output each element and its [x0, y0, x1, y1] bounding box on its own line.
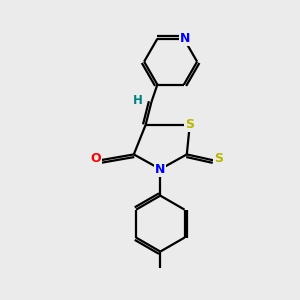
Text: S: S [185, 118, 194, 131]
Text: N: N [155, 163, 166, 176]
Text: S: S [214, 152, 223, 165]
Text: O: O [90, 152, 101, 165]
Text: H: H [133, 94, 143, 107]
Text: N: N [180, 32, 190, 45]
